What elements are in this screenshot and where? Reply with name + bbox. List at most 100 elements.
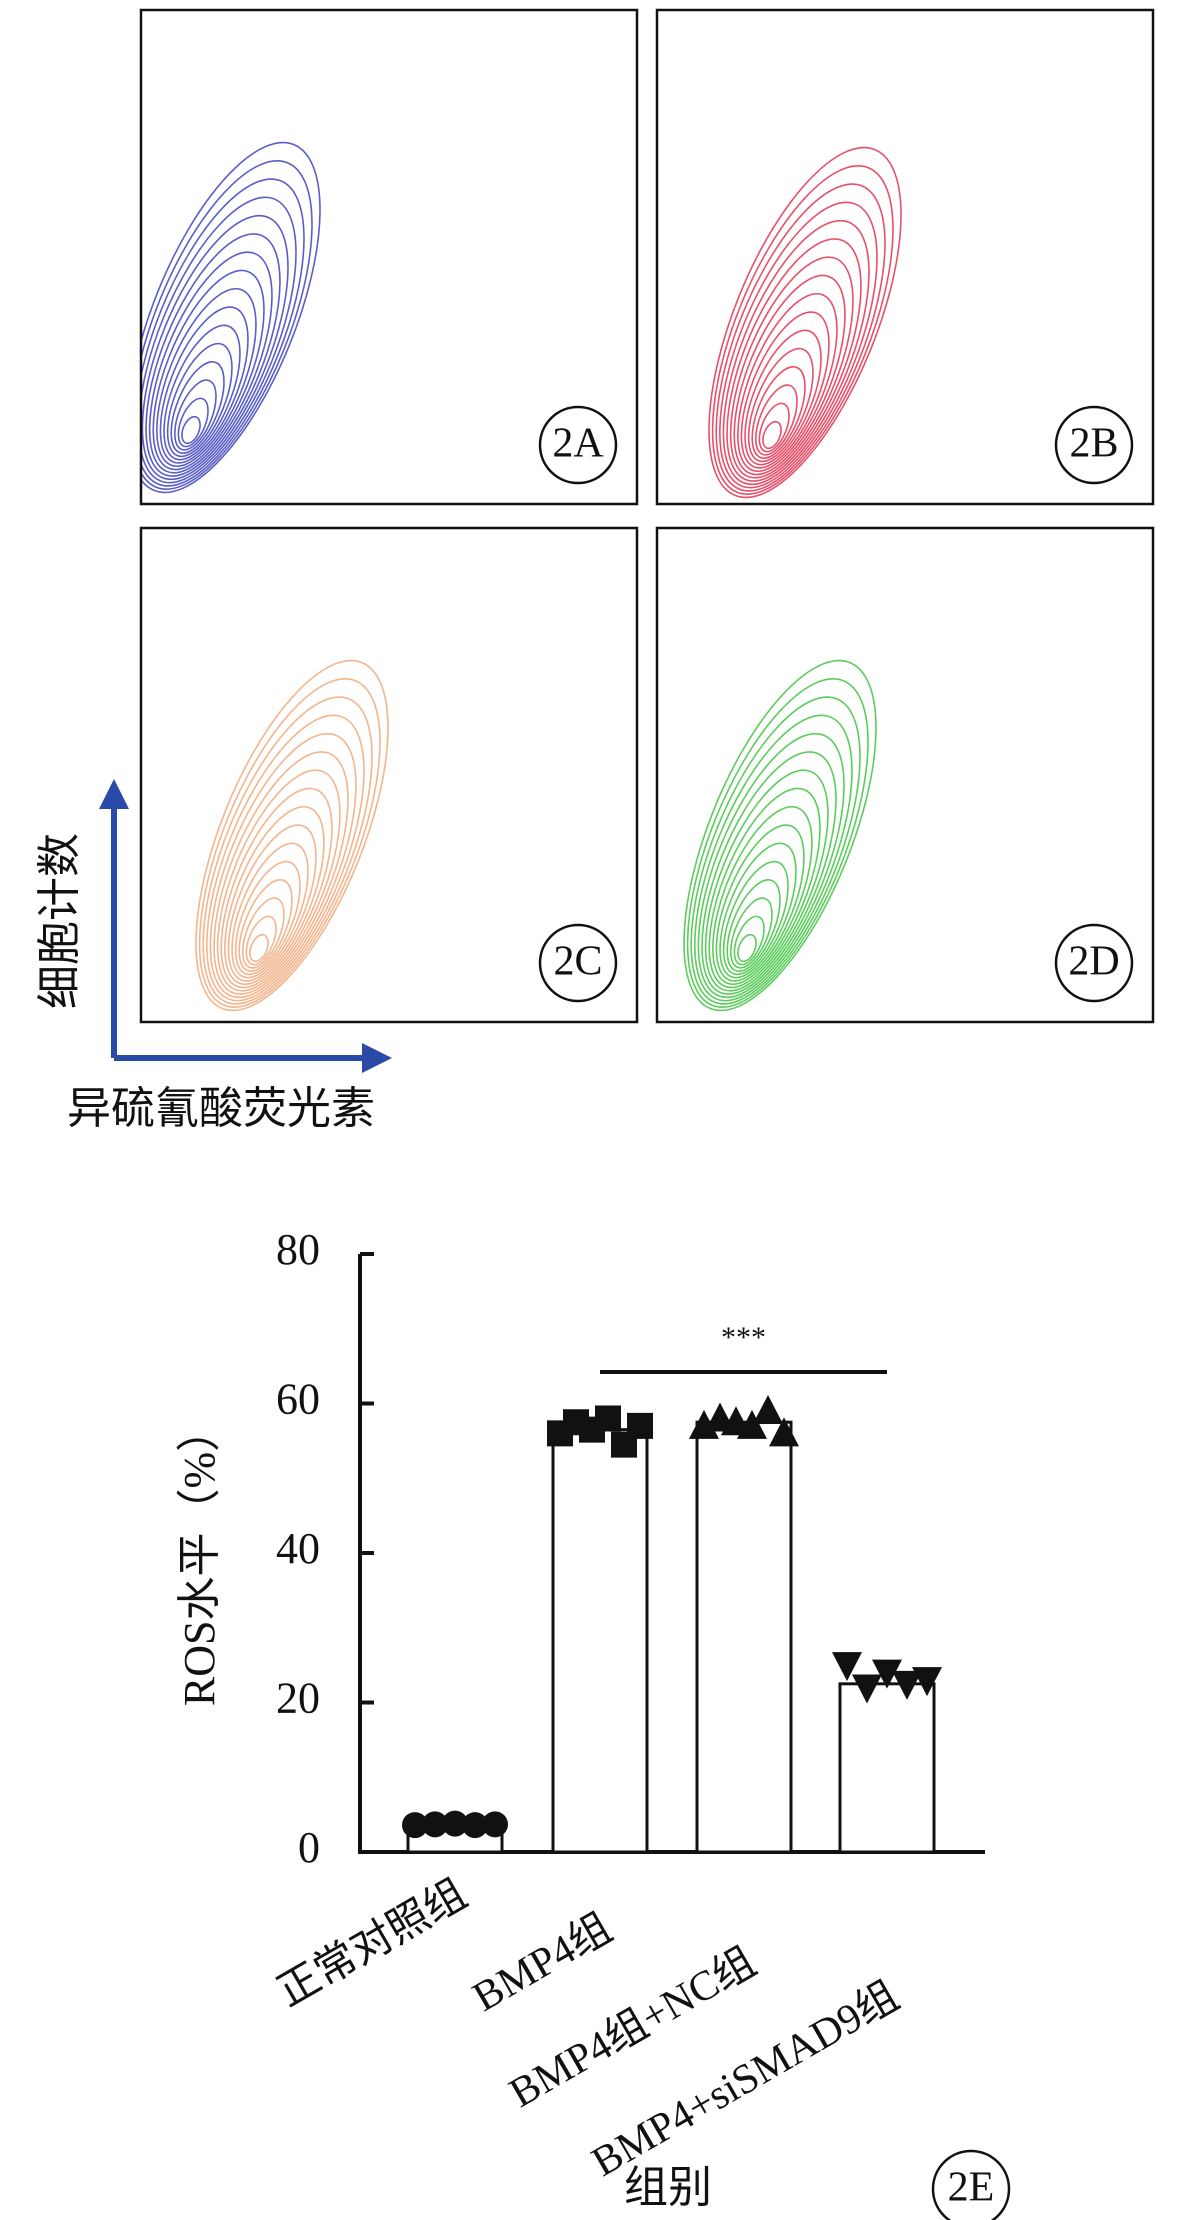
- contour: [715, 183, 886, 492]
- contour: [206, 714, 365, 1002]
- panel-label: 2A: [552, 421, 604, 467]
- contour: [198, 678, 381, 1008]
- data-point: [892, 1670, 922, 1700]
- contour: [758, 402, 790, 453]
- contour-plot: [195, 659, 389, 1012]
- panel-label-circle: [538, 923, 618, 1003]
- data-point: [753, 1394, 783, 1424]
- contour: [141, 141, 321, 494]
- panel-frame: [139, 8, 639, 506]
- panel-label: 2C: [553, 939, 602, 985]
- panel-label-circle: [538, 405, 618, 485]
- contour: [690, 696, 861, 1005]
- panel-label-circle: [1054, 923, 1134, 1003]
- contour: [711, 165, 894, 495]
- contour: [712, 805, 813, 986]
- contour: [686, 678, 869, 1008]
- contour: [242, 897, 285, 969]
- contour-plot: [683, 659, 877, 1012]
- contour: [141, 196, 297, 484]
- contour: [163, 324, 241, 461]
- contour: [224, 805, 325, 986]
- contour: [751, 366, 806, 459]
- contour: [245, 915, 277, 966]
- panel-frame: [139, 526, 639, 1024]
- x-tick-label: 正常对照组: [270, 1871, 475, 2016]
- bar: [551, 1428, 649, 1854]
- contour: [234, 860, 301, 976]
- contour: [231, 842, 309, 979]
- data-point: [595, 1405, 621, 1432]
- contour: [694, 714, 853, 1002]
- contour: [152, 269, 265, 471]
- contour: [141, 178, 305, 487]
- contour: [249, 933, 269, 963]
- contour: [708, 787, 821, 989]
- y-arrow-label: 细胞计数: [35, 833, 84, 1009]
- contour: [202, 696, 373, 1005]
- contour: [722, 219, 870, 486]
- contour: [159, 306, 249, 464]
- panel-label: 2B: [1069, 421, 1118, 467]
- contour: [166, 342, 233, 458]
- contour: [747, 347, 814, 463]
- data-point: [852, 1674, 882, 1704]
- y-tick-label: 60: [276, 1375, 320, 1424]
- contour: [729, 256, 854, 479]
- panel-label-circle: [931, 2149, 1011, 2220]
- data-point: [689, 1409, 719, 1439]
- contour: [704, 769, 829, 992]
- contour: [227, 824, 317, 982]
- contour: [238, 879, 293, 972]
- data-point: [627, 1412, 653, 1439]
- data-point: [402, 1812, 428, 1839]
- contour: [719, 842, 797, 979]
- contour: [701, 751, 837, 995]
- contour: [737, 933, 757, 963]
- contour: [726, 238, 862, 482]
- data-point: [912, 1667, 942, 1697]
- contour: [744, 329, 822, 466]
- y-tick-label: 20: [276, 1674, 320, 1723]
- contour: [762, 420, 782, 450]
- y-tick-label: 40: [276, 1524, 320, 1573]
- contour: [156, 287, 257, 468]
- contour: [697, 732, 845, 999]
- contour: [726, 879, 781, 972]
- contour: [708, 146, 902, 499]
- panel-frame: [655, 8, 1155, 506]
- bar: [838, 1682, 936, 1854]
- contour: [174, 379, 217, 451]
- data-point: [482, 1811, 508, 1838]
- contour: [145, 233, 281, 477]
- x-axis-label: 组别: [624, 2163, 712, 2212]
- contour: [170, 361, 225, 454]
- data-point: [872, 1659, 902, 1689]
- bar: [695, 1420, 793, 1854]
- contour: [755, 384, 798, 456]
- data-point: [769, 1417, 799, 1447]
- significance-label: ***: [721, 1321, 766, 1354]
- panel-label: 2E: [948, 2165, 995, 2211]
- contour-plot: [141, 141, 321, 494]
- contour: [177, 397, 209, 448]
- x-arrow-label: 异硫氰酸荧光素: [67, 1084, 375, 1133]
- panel-frame: [655, 526, 1155, 1024]
- data-point: [462, 1812, 488, 1839]
- contour: [730, 897, 773, 969]
- contour: [220, 787, 333, 989]
- contour: [195, 659, 389, 1012]
- contour: [141, 214, 289, 481]
- data-point: [422, 1811, 448, 1838]
- contour: [683, 659, 877, 1012]
- contour: [733, 274, 846, 476]
- x-tick-label: BMP4组: [465, 1905, 619, 2021]
- contour: [733, 915, 765, 966]
- contour: [141, 160, 313, 490]
- y-axis-label: ROS水平（%）: [175, 1408, 224, 1706]
- contour: [209, 732, 357, 999]
- data-point: [442, 1810, 468, 1837]
- contour: [722, 860, 789, 976]
- panel-label-circle: [1054, 405, 1134, 485]
- data-point: [832, 1652, 862, 1682]
